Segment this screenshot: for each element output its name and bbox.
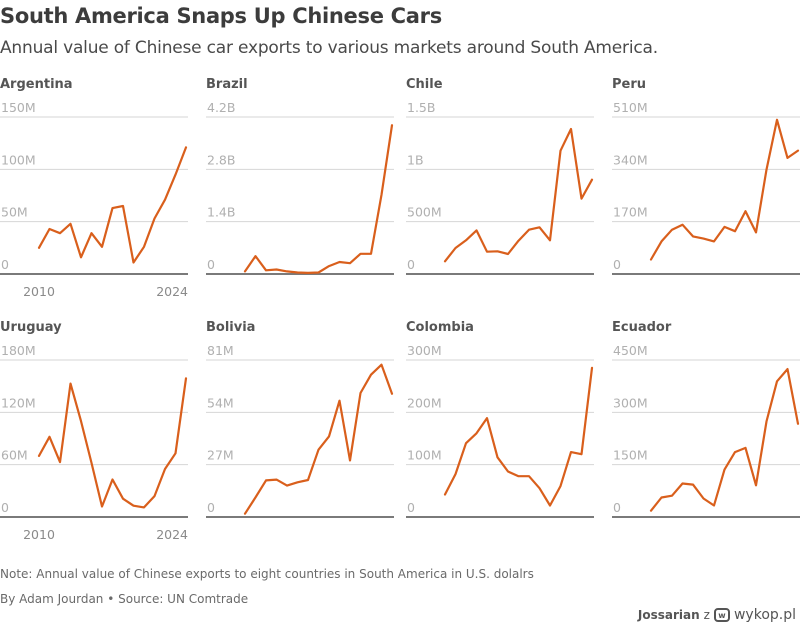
series-line-brazil xyxy=(243,124,394,274)
y-tick-label-chile: 1B xyxy=(407,152,424,167)
panel-title-brazil: Brazil xyxy=(206,77,248,92)
y-tick-label-chile: 1.5B xyxy=(407,100,435,115)
y-tick-label-colombia: 300M xyxy=(407,343,442,358)
panel-title-ecuador: Ecuador xyxy=(612,320,672,335)
wykop-logo-icon: w xyxy=(713,608,730,622)
y-tick-label-brazil: 4.2B xyxy=(207,100,235,115)
series-line-argentina xyxy=(37,146,188,264)
x-tick-label-argentina: 2010 xyxy=(23,284,55,299)
y-tick-label-brazil: 2.8B xyxy=(207,152,235,167)
panel-title-bolivia: Bolivia xyxy=(206,320,255,335)
y-tick-label-bolivia: 27M xyxy=(207,448,234,463)
y-tick-label-uruguay: 0 xyxy=(1,500,9,515)
panel-title-colombia: Colombia xyxy=(406,320,474,335)
y-tick-label-colombia: 0 xyxy=(407,500,415,515)
watermark-joiner: z xyxy=(703,608,710,622)
y-tick-label-argentina: 50M xyxy=(1,205,28,220)
y-tick-label-bolivia: 81M xyxy=(207,343,234,358)
y-tick-label-ecuador: 300M xyxy=(613,395,648,410)
x-tick-label-argentina: 2024 xyxy=(156,284,188,299)
x-tick-label-uruguay: 2024 xyxy=(156,527,188,542)
y-tick-label-bolivia: 54M xyxy=(207,395,234,410)
y-tick-label-argentina: 150M xyxy=(1,100,36,115)
y-tick-label-chile: 500M xyxy=(407,205,442,220)
panel-title-chile: Chile xyxy=(406,77,443,92)
y-tick-label-uruguay: 120M xyxy=(1,395,36,410)
small-multiples-chart: Argentina 0 50M 100M 150M 2010 2024 Brazil 0 1.4B… xyxy=(0,77,800,542)
y-tick-label-peru: 0 xyxy=(613,257,621,272)
x-tick-label-uruguay: 2010 xyxy=(23,527,55,542)
watermark-user: Jossarian xyxy=(637,608,700,622)
y-tick-label-brazil: 0 xyxy=(207,257,215,272)
chart-subtitle: Annual value of Chinese car exports to v… xyxy=(0,38,658,58)
series-line-colombia xyxy=(443,366,594,507)
chart-title: South America Snaps Up Chinese Cars xyxy=(0,4,442,28)
series-line-bolivia xyxy=(243,363,394,515)
y-tick-label-argentina: 100M xyxy=(1,152,36,167)
y-tick-label-uruguay: 180M xyxy=(1,343,36,358)
y-tick-label-colombia: 100M xyxy=(407,448,442,463)
panel-title-argentina: Argentina xyxy=(0,77,73,92)
y-tick-label-chile: 0 xyxy=(407,257,415,272)
footnote: Note: Annual value of Chinese exports to… xyxy=(0,567,534,581)
y-tick-label-ecuador: 450M xyxy=(613,343,648,358)
series-line-uruguay xyxy=(37,377,188,509)
y-tick-label-colombia: 200M xyxy=(407,395,442,410)
series-line-ecuador xyxy=(649,368,800,512)
y-tick-label-peru: 510M xyxy=(613,100,648,115)
byline-source: By Adam Jourdan • Source: UN Comtrade xyxy=(0,592,249,606)
y-tick-label-argentina: 0 xyxy=(1,257,9,272)
y-tick-label-ecuador: 0 xyxy=(613,500,621,515)
panel-title-uruguay: Uruguay xyxy=(0,320,62,335)
y-tick-label-brazil: 1.4B xyxy=(207,205,235,220)
y-tick-label-peru: 340M xyxy=(613,152,648,167)
y-tick-label-bolivia: 0 xyxy=(207,500,215,515)
series-line-chile xyxy=(443,127,594,263)
watermark: Jossarian z w wykop.pl xyxy=(638,607,796,623)
y-tick-label-uruguay: 60M xyxy=(1,448,28,463)
y-tick-label-peru: 170M xyxy=(613,205,648,220)
panel-title-peru: Peru xyxy=(612,77,646,92)
series-line-peru xyxy=(649,118,800,261)
y-tick-label-ecuador: 150M xyxy=(613,448,648,463)
watermark-site: wykop.pl xyxy=(733,607,796,623)
